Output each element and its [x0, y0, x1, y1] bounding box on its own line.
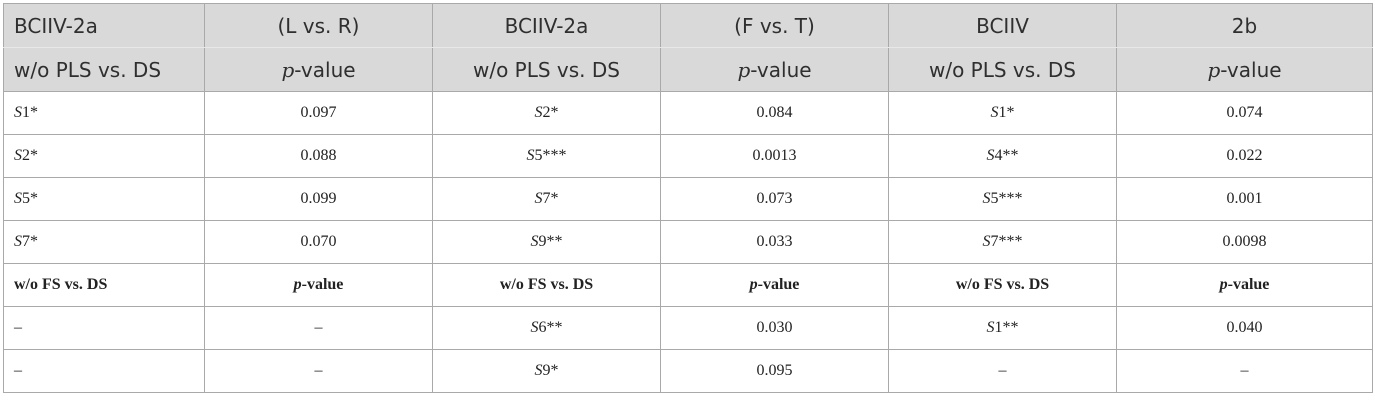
subheader-method-3: w/o FS vs. DS [888, 263, 1117, 307]
header-row-metrics: w/o PLS vs. DS p-value w/o PLS vs. DS p-… [3, 47, 1373, 92]
table-body: S1* 0.097 S2* 0.084 S1* 0.074 S2* 0.088 … [3, 91, 1373, 393]
table-header: BCIIV-2a (L vs. R) BCIIV-2a (F vs. T) BC… [3, 3, 1373, 92]
subject-cell: S7*** [888, 220, 1117, 264]
subject-cell: S1** [888, 306, 1117, 350]
header-comparison-1: (L vs. R) [204, 3, 433, 48]
header-comparison-2: (F vs. T) [660, 3, 889, 48]
header-method-1: w/o PLS vs. DS [3, 47, 205, 92]
header-dataset-1: BCIIV-2a [3, 3, 205, 48]
subject-cell: S7* [3, 220, 205, 264]
pvalue-cell: 0.095 [660, 349, 889, 393]
subheader-method-2: w/o FS vs. DS [432, 263, 661, 307]
empty-cell: – [3, 349, 205, 393]
subject-cell: S9** [432, 220, 661, 264]
table-row: S1* 0.097 S2* 0.084 S1* 0.074 [3, 91, 1373, 135]
pvalue-cell: 0.022 [1116, 134, 1373, 178]
pvalue-cell: 0.040 [1116, 306, 1373, 350]
table-row: – – S6** 0.030 S1** 0.040 [3, 306, 1373, 350]
empty-cell: – [204, 306, 433, 350]
subject-cell: S2* [3, 134, 205, 178]
header-row-datasets: BCIIV-2a (L vs. R) BCIIV-2a (F vs. T) BC… [3, 3, 1373, 48]
empty-cell: – [3, 306, 205, 350]
empty-cell: – [888, 349, 1117, 393]
pvalue-cell: 0.084 [660, 91, 889, 135]
header-pvalue-1: p-value [204, 47, 433, 92]
header-pvalue-3: p-value [1116, 47, 1373, 92]
subject-cell: S1* [888, 91, 1117, 135]
subject-cell: S2* [432, 91, 661, 135]
empty-cell: – [1116, 349, 1373, 393]
pvalue-cell: 0.030 [660, 306, 889, 350]
header-dataset-2: BCIIV-2a [432, 3, 661, 48]
subheader-pvalue-3: p-value [1116, 263, 1373, 307]
subheader-pvalue-2: p-value [660, 263, 889, 307]
subheader-pvalue-1: p-value [204, 263, 433, 307]
pvalue-cell: 0.033 [660, 220, 889, 264]
subject-cell: S6** [432, 306, 661, 350]
pvalue-cell: 0.099 [204, 177, 433, 221]
subject-cell: S5*** [432, 134, 661, 178]
subject-cell: S5* [3, 177, 205, 221]
table-row: – – S9* 0.095 – – [3, 349, 1373, 393]
subject-cell: S9* [432, 349, 661, 393]
pvalue-cell: 0.070 [204, 220, 433, 264]
pvalue-cell: 0.088 [204, 134, 433, 178]
empty-cell: – [204, 349, 433, 393]
header-method-2: w/o PLS vs. DS [432, 47, 661, 92]
header-method-3: w/o PLS vs. DS [888, 47, 1117, 92]
header-pvalue-2: p-value [660, 47, 889, 92]
pvalue-cell: 0.097 [204, 91, 433, 135]
subject-cell: S4** [888, 134, 1117, 178]
table-row: S2* 0.088 S5*** 0.0013 S4** 0.022 [3, 134, 1373, 178]
results-table: BCIIV-2a (L vs. R) BCIIV-2a (F vs. T) BC… [3, 3, 1373, 393]
pvalue-cell: 0.0013 [660, 134, 889, 178]
pvalue-cell: 0.074 [1116, 91, 1373, 135]
table-row: S5* 0.099 S7* 0.073 S5*** 0.001 [3, 177, 1373, 221]
subject-cell: S5*** [888, 177, 1117, 221]
header-comparison-3: 2b [1116, 3, 1373, 48]
subheader-method-1: w/o FS vs. DS [3, 263, 205, 307]
pvalue-cell: 0.001 [1116, 177, 1373, 221]
header-dataset-3: BCIIV [888, 3, 1117, 48]
pvalue-cell: 0.073 [660, 177, 889, 221]
table-row: S7* 0.070 S9** 0.033 S7*** 0.0098 [3, 220, 1373, 264]
pvalue-cell: 0.0098 [1116, 220, 1373, 264]
subject-cell: S7* [432, 177, 661, 221]
subheader-row: w/o FS vs. DS p-value w/o FS vs. DS p-va… [3, 263, 1373, 307]
subject-cell: S1* [3, 91, 205, 135]
